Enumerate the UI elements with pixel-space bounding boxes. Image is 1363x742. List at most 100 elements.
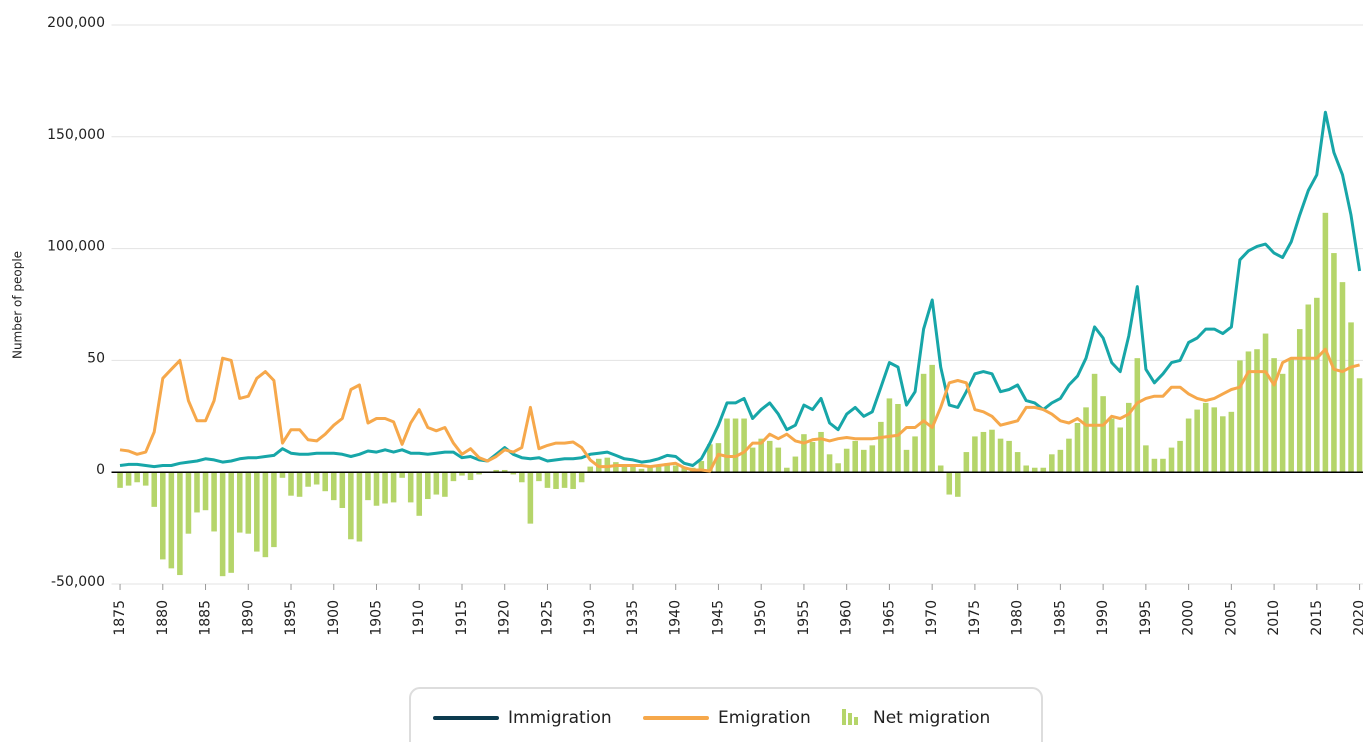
legend-label: Emigration bbox=[718, 708, 811, 728]
bar bbox=[544, 472, 551, 488]
bar bbox=[228, 472, 234, 573]
y-tick-label: 150,000 bbox=[47, 127, 105, 143]
bar bbox=[570, 472, 576, 489]
bar bbox=[647, 466, 653, 473]
bar bbox=[305, 472, 311, 487]
bar bbox=[835, 463, 841, 473]
bar bbox=[330, 472, 337, 501]
bar bbox=[895, 404, 901, 473]
bar bbox=[185, 472, 192, 534]
bar bbox=[219, 472, 226, 577]
bar bbox=[450, 472, 457, 482]
x-tick-label: 1980 bbox=[1010, 600, 1026, 636]
bar bbox=[399, 472, 405, 478]
bar bbox=[407, 472, 414, 503]
bar bbox=[1185, 418, 1192, 473]
bar bbox=[664, 463, 670, 473]
bar bbox=[348, 472, 354, 540]
y-tick-label: 50 bbox=[87, 350, 105, 366]
y-tick-label: -50,000 bbox=[51, 574, 105, 590]
bar bbox=[1083, 407, 1089, 473]
x-tick-label: 1890 bbox=[240, 600, 256, 636]
bar bbox=[638, 468, 645, 473]
bar bbox=[519, 472, 525, 483]
bar bbox=[1305, 304, 1312, 473]
bar bbox=[1339, 282, 1346, 473]
bar bbox=[843, 448, 850, 473]
bar bbox=[160, 472, 166, 560]
bar bbox=[758, 438, 764, 473]
bar bbox=[527, 472, 534, 524]
bar bbox=[852, 440, 858, 473]
bar bbox=[356, 472, 363, 542]
x-tick-label: 2015 bbox=[1309, 600, 1325, 636]
bar bbox=[1271, 358, 1277, 473]
x-tick-label: 2010 bbox=[1266, 600, 1282, 636]
bar bbox=[929, 364, 935, 473]
bar bbox=[1066, 438, 1072, 473]
bar bbox=[1314, 297, 1320, 473]
bar bbox=[245, 472, 252, 534]
bar bbox=[801, 434, 807, 473]
bar bbox=[339, 472, 346, 508]
bar bbox=[963, 452, 970, 473]
bar bbox=[1006, 440, 1012, 473]
bar bbox=[1057, 449, 1064, 473]
bar bbox=[1040, 467, 1047, 473]
bar bbox=[1143, 445, 1149, 473]
bar bbox=[168, 472, 175, 569]
bar bbox=[912, 436, 918, 473]
legend-label: Immigration bbox=[508, 708, 612, 728]
line bbox=[119, 347, 1360, 473]
bar bbox=[1279, 373, 1286, 473]
x-tick-label: 1945 bbox=[710, 600, 726, 636]
bar bbox=[681, 467, 688, 473]
x-tick-label: 1905 bbox=[369, 600, 385, 636]
bar bbox=[1177, 440, 1183, 473]
x-tick-label: 1875 bbox=[112, 600, 128, 636]
bar bbox=[553, 472, 559, 489]
bar bbox=[125, 472, 132, 486]
x-tick-label: 1970 bbox=[924, 600, 940, 636]
bar bbox=[433, 472, 440, 495]
bar bbox=[1220, 416, 1226, 473]
bar bbox=[1202, 402, 1209, 473]
legend-swatch bbox=[854, 717, 858, 725]
bar bbox=[989, 429, 995, 473]
bar bbox=[1125, 402, 1132, 473]
bar bbox=[1074, 423, 1081, 473]
bar bbox=[980, 431, 987, 473]
x-tick-label: 1910 bbox=[411, 600, 427, 636]
bar bbox=[467, 472, 474, 481]
bar bbox=[1211, 407, 1218, 473]
bar bbox=[621, 465, 628, 473]
bar bbox=[382, 472, 388, 504]
x-tick-label: 2020 bbox=[1352, 600, 1363, 636]
bar bbox=[1160, 458, 1166, 473]
bar bbox=[1288, 358, 1294, 473]
bar bbox=[1108, 418, 1115, 473]
bar bbox=[1356, 378, 1363, 473]
bar bbox=[920, 373, 927, 473]
bar bbox=[561, 472, 568, 488]
bar bbox=[202, 472, 209, 511]
bar bbox=[1228, 411, 1235, 473]
bar bbox=[1194, 409, 1200, 473]
bar bbox=[972, 436, 978, 473]
bar bbox=[536, 472, 542, 482]
x-tick-label: 1990 bbox=[1095, 600, 1111, 636]
x-tick-label: 1885 bbox=[198, 600, 214, 636]
bar bbox=[749, 447, 756, 473]
bar bbox=[390, 472, 397, 503]
bar bbox=[741, 418, 747, 473]
x-tick-label: 1975 bbox=[967, 600, 983, 636]
x-tick-label: 1965 bbox=[881, 600, 897, 636]
bar bbox=[878, 421, 884, 473]
x-tick-label: 2000 bbox=[1181, 600, 1197, 636]
x-tick-label: 1915 bbox=[454, 600, 470, 636]
bar bbox=[510, 472, 517, 475]
bar bbox=[1031, 467, 1038, 473]
bar bbox=[630, 466, 636, 473]
bar bbox=[1348, 322, 1354, 473]
